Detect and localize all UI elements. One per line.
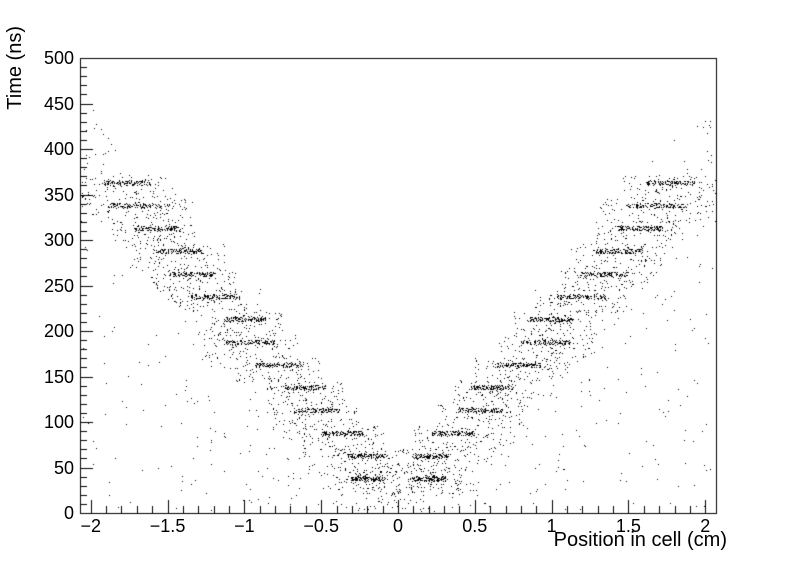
y-tick-label: 100 (43, 412, 74, 432)
x-tick-label: −2 (80, 516, 102, 536)
y-tick-label: 450 (43, 93, 74, 114)
x-tick-label: 1 (546, 516, 557, 536)
y-tick-label: 250 (43, 275, 74, 296)
x-axis-title: Position in cell (cm) (553, 529, 727, 551)
y-tick-label: 0 (63, 503, 74, 523)
x-tick-label: 0.5 (462, 516, 488, 536)
x-tick-label: 2 (700, 516, 711, 536)
x-tick-label: 1.5 (615, 516, 641, 536)
y-tick-label: 500 (43, 48, 74, 68)
y-tick-label: 300 (43, 230, 74, 250)
y-tick-label: 200 (43, 321, 74, 341)
y-tick-label: 150 (43, 366, 74, 387)
x-tick-label: −1.5 (149, 516, 186, 536)
y-tick-label: 50 (53, 457, 74, 478)
x-tick-label: 0 (392, 516, 404, 536)
x-tick-label: −1 (234, 516, 255, 536)
y-tick-label: 350 (43, 184, 74, 205)
x-tick-label: −0.5 (303, 516, 339, 536)
y-tick-label: 400 (43, 139, 74, 159)
